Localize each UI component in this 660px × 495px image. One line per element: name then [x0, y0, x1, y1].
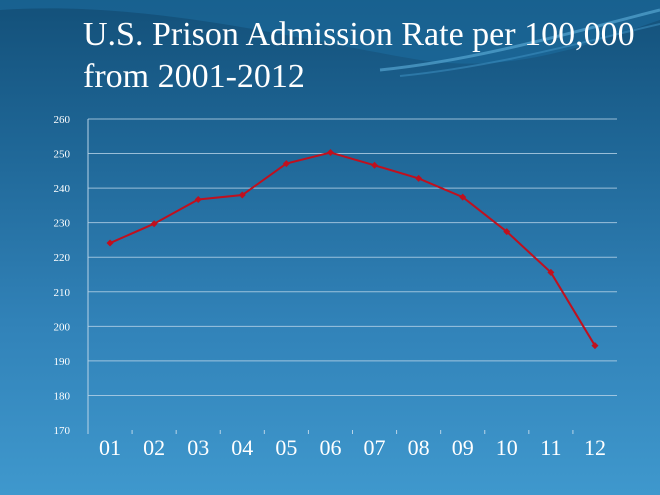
- data-point: [371, 161, 379, 169]
- data-point: [503, 228, 511, 236]
- data-point: [238, 191, 246, 199]
- y-tick-label: 220: [54, 252, 71, 264]
- chart-title: U.S. Prison Admission Rate per 100,000 f…: [83, 16, 635, 95]
- data-point: [415, 174, 423, 182]
- x-tick-label: 08: [408, 435, 430, 460]
- y-tick-label: 260: [54, 114, 71, 126]
- y-tick-label: 200: [54, 321, 71, 333]
- x-tick-label: 01: [99, 435, 121, 460]
- data-point: [459, 193, 467, 201]
- data-point: [282, 160, 290, 168]
- data-point: [106, 239, 114, 247]
- x-tick-label: 04: [231, 435, 253, 460]
- x-tick-label: 09: [452, 435, 474, 460]
- x-tick-label: 07: [364, 435, 386, 460]
- x-tick-label: 12: [584, 435, 606, 460]
- y-tick-label: 210: [54, 287, 71, 299]
- x-tick-label: 11: [540, 435, 561, 460]
- x-tick-label: 05: [275, 435, 297, 460]
- data-point: [326, 149, 334, 157]
- background-swoosh: [0, 0, 660, 77]
- y-tick-label: 190: [54, 356, 71, 368]
- data-point: [547, 268, 555, 276]
- data-point: [150, 220, 158, 228]
- data-point: [591, 342, 599, 350]
- y-tick-label: 250: [54, 149, 71, 161]
- x-tick-label: 03: [187, 435, 209, 460]
- x-tick-label: 06: [319, 435, 341, 460]
- data-point: [194, 196, 202, 204]
- y-tick-label: 170: [54, 425, 71, 437]
- x-tick-label: 02: [143, 435, 165, 460]
- y-tick-label: 240: [54, 183, 71, 195]
- x-tick-label: 10: [496, 435, 518, 460]
- series-line: [109, 151, 596, 347]
- y-tick-label: 180: [54, 390, 71, 402]
- y-tick-label: 230: [54, 218, 71, 230]
